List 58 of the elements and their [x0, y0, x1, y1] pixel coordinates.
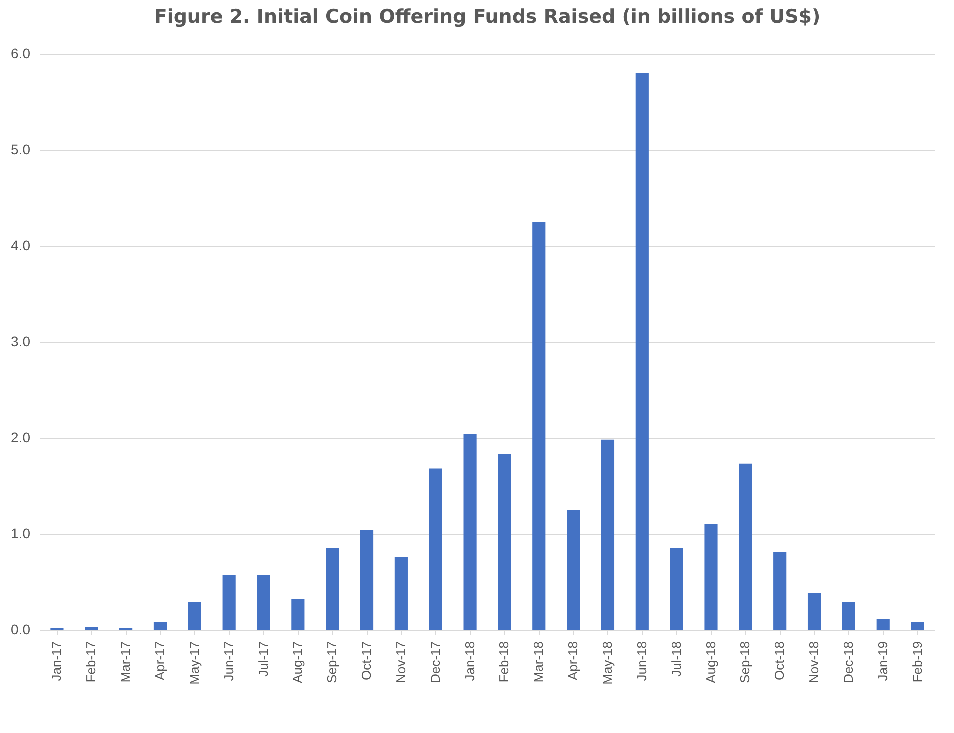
x-tick-label: Oct-18: [772, 642, 788, 681]
bar: [808, 594, 822, 630]
x-tick-label: Aug-17: [290, 642, 306, 684]
bar: [360, 530, 374, 630]
bar: [429, 468, 442, 630]
bar: [636, 73, 649, 630]
x-tick-label: Nov-17: [393, 642, 408, 684]
x-tick-label: Feb-17: [84, 642, 99, 683]
bar: [876, 619, 890, 630]
bar: [532, 222, 546, 630]
x-tick-label: Feb-18: [496, 642, 512, 683]
x-tick-label: Sep-17: [324, 642, 340, 684]
bar: [257, 575, 270, 630]
x-tick-label: Jan-19: [875, 642, 890, 682]
bar: [774, 552, 787, 630]
bar: [911, 622, 924, 630]
x-tick-label: Sep-18: [738, 642, 753, 684]
bar: [498, 454, 512, 630]
bar: [739, 464, 752, 630]
x-tick-label: Nov-18: [806, 642, 822, 684]
bar: [222, 575, 236, 630]
y-tick-label: 2.0: [11, 430, 31, 446]
x-tick-label: Jun-17: [221, 642, 236, 682]
y-tick-label: 1.0: [11, 526, 31, 542]
y-tick-label: 0.0: [11, 622, 31, 638]
y-tick-label: 5.0: [11, 142, 31, 158]
bar: [567, 510, 580, 630]
bar: [670, 548, 684, 630]
x-tick-label: Aug-18: [703, 642, 718, 684]
x-tick-label: Apr-18: [566, 642, 581, 681]
bar: [601, 440, 615, 630]
bar: [85, 627, 98, 630]
bar: [292, 599, 305, 630]
x-tick-label: Mar-18: [531, 642, 546, 683]
y-tick-label: 3.0: [11, 334, 31, 350]
x-tick-label: Jan-17: [49, 642, 64, 682]
y-tick-label: 4.0: [11, 238, 31, 254]
bar: [464, 434, 477, 630]
bar: [394, 557, 408, 630]
bar: [154, 622, 168, 630]
x-tick-label: Apr-17: [152, 642, 168, 681]
x-tick-label: Dec-18: [840, 642, 856, 684]
x-tick-label: Dec-17: [428, 642, 443, 684]
bar: [842, 602, 856, 630]
x-tick-label: Jan-18: [462, 642, 478, 682]
bar: [188, 602, 202, 630]
x-tick-label: May-18: [600, 642, 615, 685]
y-tick-label: 6.0: [11, 46, 31, 62]
chart-title: Figure 2. Initial Coin Offering Funds Raised (in billions of US$): [154, 6, 821, 28]
x-tick-label: May-17: [186, 642, 202, 685]
x-tick-label: Oct-17: [359, 642, 374, 681]
x-tick-label: Jun-18: [634, 642, 650, 682]
x-tick-label: Feb-19: [910, 642, 925, 683]
bar: [704, 524, 718, 630]
bar: [326, 548, 340, 630]
x-tick-label: Mar-17: [118, 642, 134, 683]
x-tick-label: Jul-17: [256, 642, 271, 677]
x-tick-label: Jul-18: [668, 642, 684, 677]
